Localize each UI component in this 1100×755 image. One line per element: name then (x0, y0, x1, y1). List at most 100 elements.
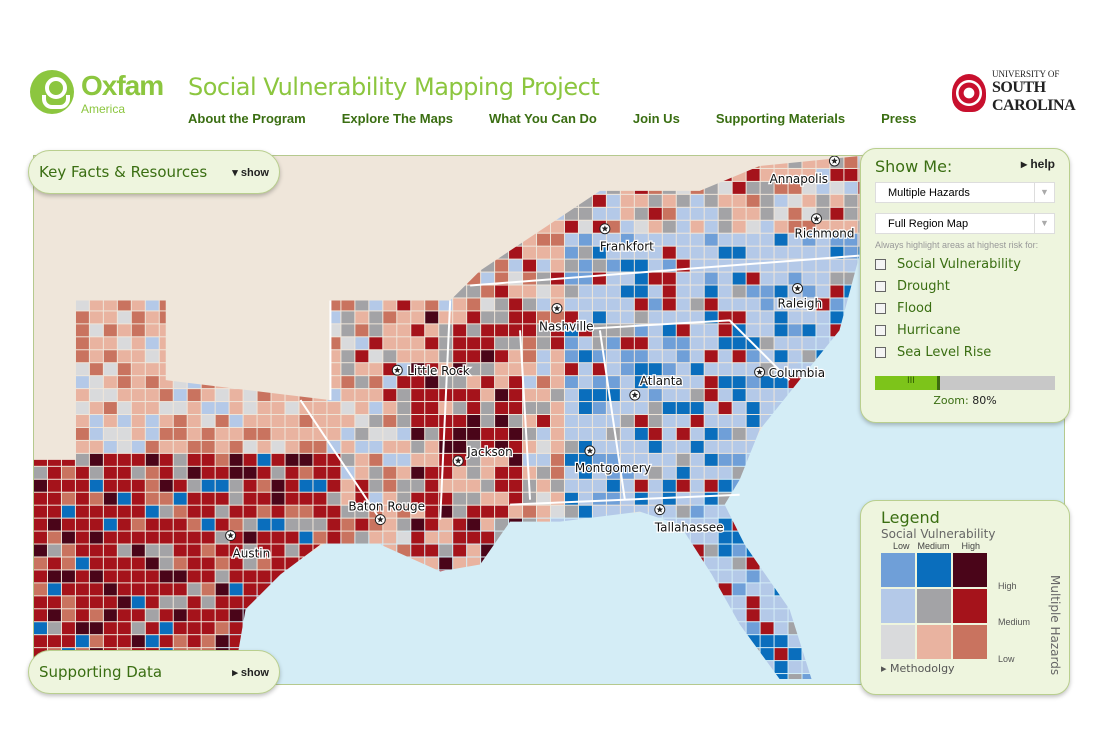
county-tile[interactable] (844, 233, 858, 246)
county-tile[interactable] (467, 518, 481, 531)
county-tile[interactable] (648, 233, 662, 246)
county-tile[interactable] (592, 389, 606, 402)
county-tile[interactable] (578, 466, 592, 479)
county-tile[interactable] (509, 492, 523, 505)
county-tile[interactable] (145, 311, 159, 324)
county-tile[interactable] (285, 518, 299, 531)
county-tile[interactable] (117, 583, 131, 596)
county-tile[interactable] (117, 596, 131, 609)
county-tile[interactable] (173, 402, 187, 415)
county-tile[interactable] (61, 570, 75, 583)
county-tile[interactable] (746, 194, 760, 207)
county-tile[interactable] (634, 505, 648, 518)
county-tile[interactable] (425, 557, 439, 570)
county-tile[interactable] (634, 311, 648, 324)
county-tile[interactable] (467, 389, 481, 402)
county-tile[interactable] (648, 479, 662, 492)
county-tile[interactable] (369, 531, 383, 544)
county-tile[interactable] (467, 402, 481, 415)
county-tile[interactable] (257, 402, 271, 415)
county-tile[interactable] (746, 324, 760, 337)
county-tile[interactable] (467, 350, 481, 363)
county-tile[interactable] (103, 415, 117, 427)
county-tile[interactable] (75, 518, 89, 531)
county-tile[interactable] (788, 648, 802, 661)
county-tile[interactable] (75, 557, 89, 570)
county-tile[interactable] (145, 492, 159, 505)
county-tile[interactable] (341, 350, 355, 363)
county-tile[interactable] (117, 557, 131, 570)
county-tile[interactable] (481, 363, 495, 376)
county-tile[interactable] (718, 583, 732, 596)
county-tile[interactable] (425, 518, 439, 531)
county-tile[interactable] (439, 363, 453, 376)
county-tile[interactable] (369, 324, 383, 337)
usc-logo[interactable]: UNIVERSITY OF SOUTH CAROLINA (952, 69, 1076, 115)
county-tile[interactable] (341, 531, 355, 544)
county-tile[interactable] (634, 376, 648, 389)
county-tile[interactable] (648, 440, 662, 453)
county-tile[interactable] (564, 402, 578, 415)
county-tile[interactable] (774, 635, 788, 648)
county-tile[interactable] (327, 298, 341, 311)
county-tile[interactable] (187, 557, 201, 570)
county-tile[interactable] (159, 622, 173, 635)
county-tile[interactable] (690, 363, 704, 376)
county-tile[interactable] (145, 402, 159, 415)
county-tile[interactable] (788, 622, 802, 635)
county-tile[interactable] (453, 376, 467, 389)
county-tile[interactable] (662, 479, 676, 492)
county-tile[interactable] (243, 402, 257, 415)
county-tile[interactable] (858, 156, 871, 168)
county-tile[interactable] (257, 544, 271, 557)
county-tile[interactable] (550, 220, 564, 233)
county-tile[interactable] (564, 311, 578, 324)
county-tile[interactable] (103, 518, 117, 531)
county-tile[interactable] (34, 622, 47, 635)
county-tile[interactable] (704, 544, 718, 557)
county-tile[interactable] (578, 272, 592, 285)
county-tile[interactable] (495, 376, 509, 389)
county-tile[interactable] (620, 194, 634, 207)
county-tile[interactable] (676, 324, 690, 337)
county-tile[interactable] (439, 311, 453, 324)
county-tile[interactable] (788, 194, 802, 207)
county-tile[interactable] (774, 609, 788, 622)
county-tile[interactable] (760, 194, 774, 207)
county-tile[interactable] (89, 324, 103, 337)
county-tile[interactable] (676, 518, 690, 531)
county-tile[interactable] (201, 505, 215, 518)
county-tile[interactable] (411, 440, 425, 453)
county-tile[interactable] (481, 492, 495, 505)
county-tile[interactable] (61, 557, 75, 570)
county-tile[interactable] (858, 220, 871, 233)
county-tile[interactable] (564, 505, 578, 518)
county-tile[interactable] (103, 350, 117, 363)
county-tile[interactable] (439, 427, 453, 440)
county-tile[interactable] (774, 298, 788, 311)
county-tile[interactable] (75, 389, 89, 402)
county-tile[interactable] (760, 389, 774, 402)
county-tile[interactable] (369, 415, 383, 427)
county-tile[interactable] (411, 298, 425, 311)
county-tile[interactable] (634, 194, 648, 207)
county-tile[interactable] (243, 505, 257, 518)
county-tile[interactable] (271, 389, 285, 402)
county-tile[interactable] (578, 453, 592, 466)
county-tile[interactable] (564, 466, 578, 479)
county-tile[interactable] (187, 415, 201, 427)
county-tile[interactable] (732, 194, 746, 207)
county-tile[interactable] (425, 479, 439, 492)
county-tile[interactable] (411, 389, 425, 402)
county-tile[interactable] (425, 492, 439, 505)
county-tile[interactable] (271, 427, 285, 440)
county-tile[interactable] (173, 479, 187, 492)
county-tile[interactable] (47, 505, 61, 518)
county-tile[interactable] (467, 440, 481, 453)
county-tile[interactable] (662, 285, 676, 298)
county-tile[interactable] (117, 635, 131, 648)
county-tile[interactable] (732, 272, 746, 285)
county-tile[interactable] (634, 285, 648, 298)
county-tile[interactable] (788, 376, 802, 389)
county-tile[interactable] (746, 259, 760, 272)
